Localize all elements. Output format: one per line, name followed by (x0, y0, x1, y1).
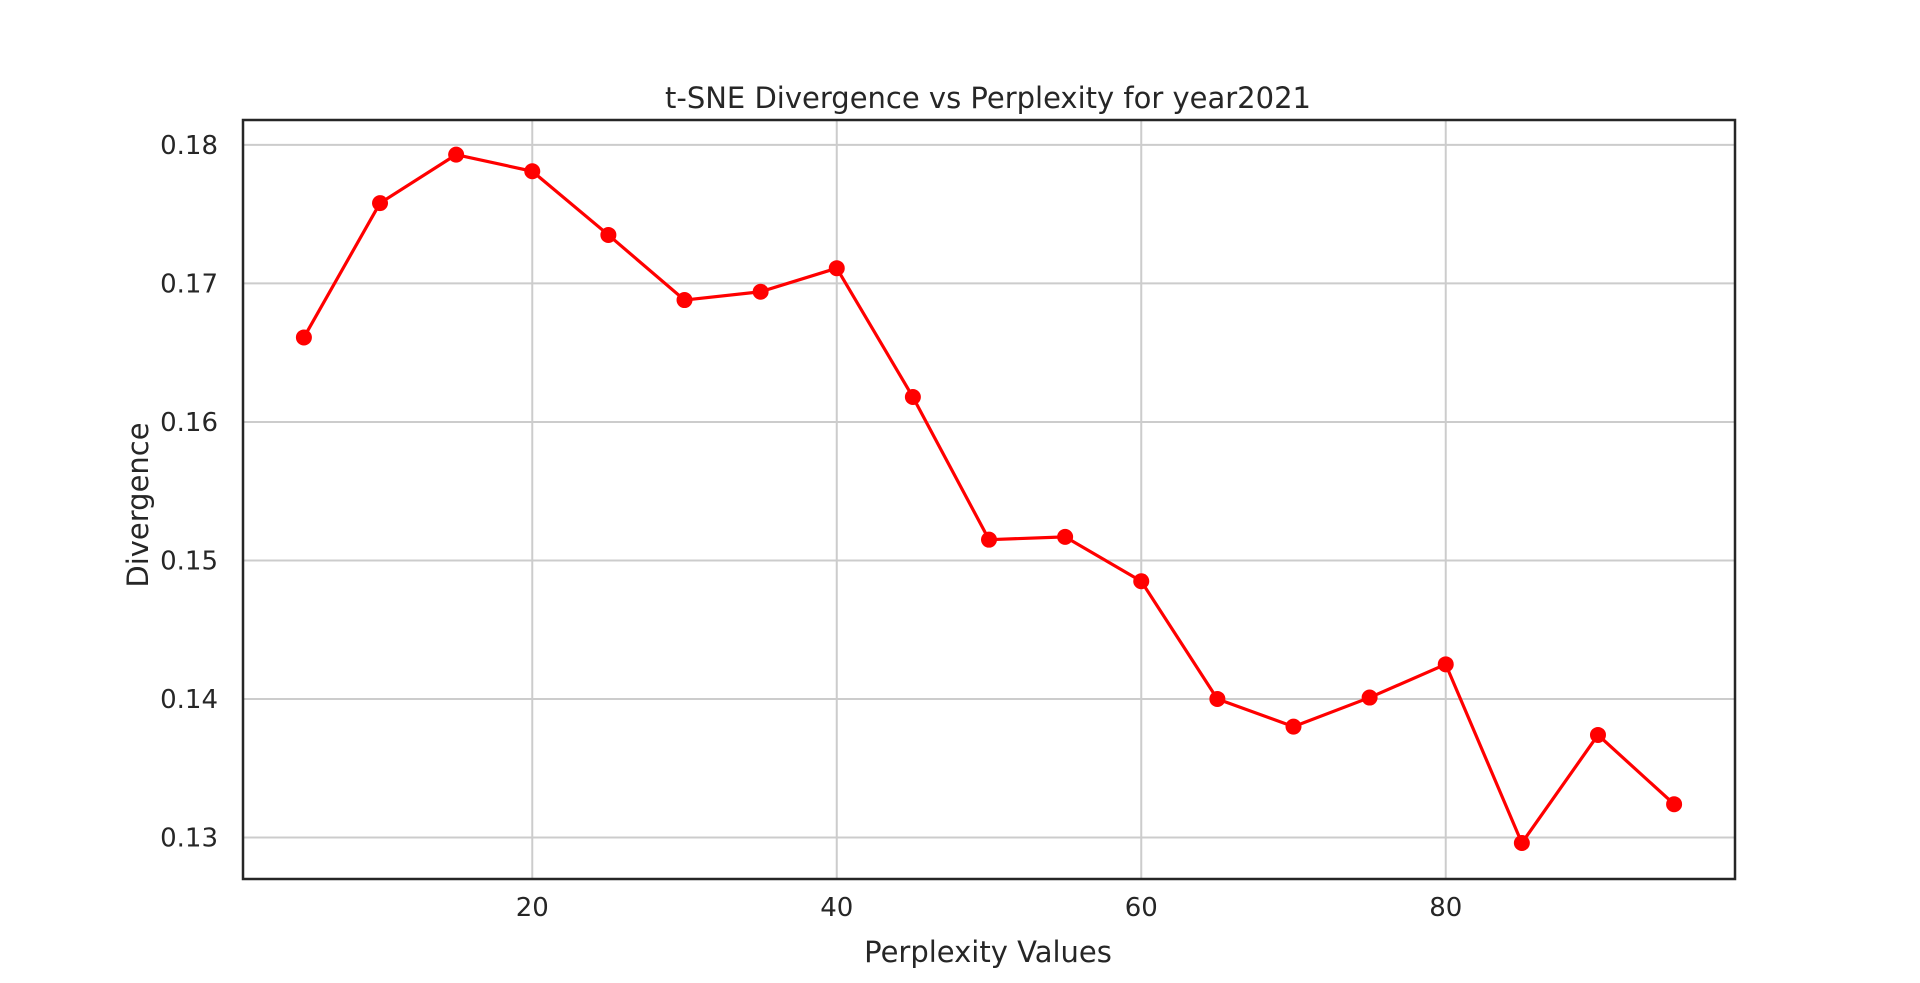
y-tick-label: 0.14 (160, 685, 218, 715)
data-point (904, 389, 921, 406)
tick-labels: 20 40 60 80 0.13 0.14 0.15 0.16 0.17 0.18 (160, 131, 1462, 923)
y-tick-label: 0.16 (160, 408, 218, 438)
y-tick-label: 0.17 (160, 269, 218, 299)
chart-title: t-SNE Divergence vs Perplexity for year2… (665, 81, 1311, 115)
gridlines (243, 120, 1735, 879)
y-axis-label: Divergence (121, 422, 155, 587)
data-point (1133, 573, 1150, 590)
axes-frame (241, 118, 1737, 881)
data-point (372, 195, 389, 212)
x-tick-label: 60 (1125, 893, 1158, 923)
x-tick-label: 20 (516, 893, 549, 923)
plot-area-border (241, 118, 1737, 881)
data-point (1361, 689, 1378, 706)
data-point (295, 329, 312, 346)
data-point (448, 146, 465, 163)
data-point (524, 163, 541, 180)
data-point (828, 260, 845, 277)
data-point (1666, 796, 1683, 813)
data-point (1209, 690, 1226, 707)
data-point (1589, 726, 1606, 743)
x-tick-label: 40 (820, 893, 853, 923)
data-point (752, 283, 769, 300)
data-point (1513, 834, 1530, 851)
y-tick-label: 0.13 (160, 823, 218, 853)
x-tick-label: 80 (1429, 893, 1462, 923)
data-point (600, 226, 617, 243)
series-layer (295, 146, 1683, 851)
x-axis-label: Perplexity Values (864, 935, 1112, 969)
data-point (676, 292, 693, 309)
y-tick-label: 0.18 (160, 131, 218, 161)
data-point (981, 531, 997, 548)
data-point (1285, 718, 1302, 735)
series-line (302, 153, 1676, 845)
data-point (1057, 528, 1074, 545)
y-tick-label: 0.15 (160, 546, 218, 576)
data-point (1437, 656, 1454, 673)
